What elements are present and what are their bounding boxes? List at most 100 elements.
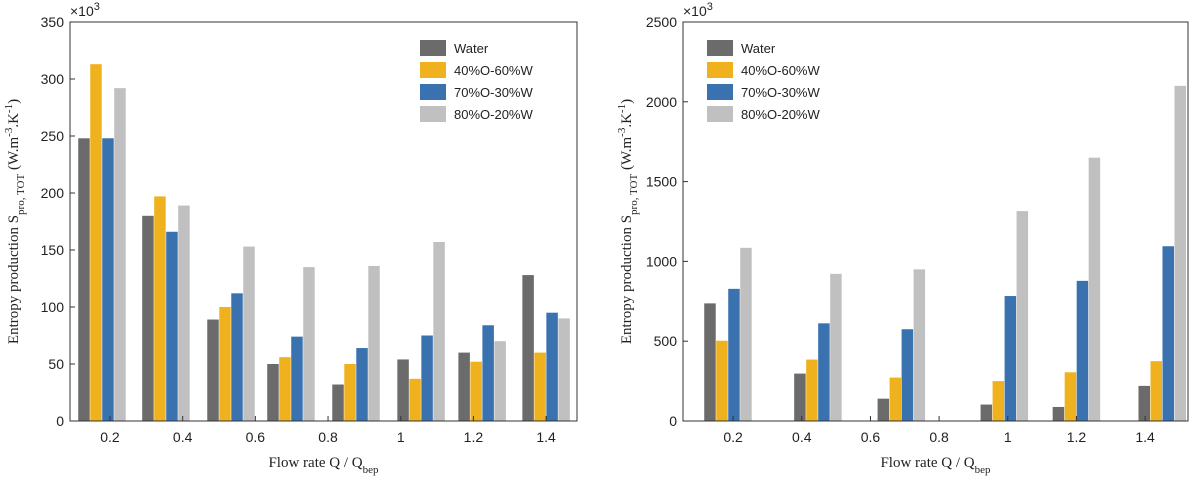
label-part: 3 (707, 1, 713, 13)
legend-swatch (420, 84, 446, 100)
legend-swatch (707, 106, 733, 122)
x-tick-label: 0.8 (929, 429, 949, 445)
chart: 0 50 100 150 200 250 300 350 0.2 0.4 0.6 0.8 1 1.2 1.4… (3, 1, 578, 476)
label-part: (W.m (619, 137, 635, 174)
bar (794, 373, 806, 421)
legend: Water 40%O-60%W 70%O-30%W 80%O-20%W (705, 38, 857, 130)
bar (818, 323, 830, 421)
bar (102, 138, 114, 421)
label-part: ) (6, 99, 22, 104)
bar (806, 359, 818, 421)
bar (291, 336, 303, 421)
label-part: bep (975, 464, 991, 476)
legend-label: 80%O-20%W (741, 107, 820, 122)
x-tick-label: 1.2 (1067, 429, 1087, 445)
bar (90, 64, 102, 422)
bar (877, 398, 890, 421)
x-tick-label: 0.8 (318, 429, 338, 445)
y-tick-label: 100 (41, 299, 65, 315)
x-tick-label: 0.4 (792, 429, 812, 445)
y-tick-label: 1000 (646, 253, 677, 269)
bar (166, 231, 178, 421)
x-axis-label: Flow rate Q / Qbep (880, 455, 991, 476)
y-axis-label: Entropy production Spro, TOT (W.m-3.K-1) (3, 99, 27, 344)
bar (114, 88, 126, 422)
bar (889, 377, 902, 421)
x-tick-label: 0.2 (100, 429, 120, 445)
legend: Water 40%O-60%W 70%O-30%W 80%O-20%W (418, 38, 570, 130)
bar (267, 364, 279, 421)
x-axis-label: Flow rate Q / Qbep (268, 455, 379, 476)
x-tick-label: 1 (397, 429, 405, 445)
label-part: -3 (616, 127, 628, 137)
label-part: (W.m (6, 137, 22, 174)
y-tick-label: 150 (41, 242, 65, 258)
legend-swatch (707, 84, 733, 100)
legend-swatch (420, 106, 446, 122)
bar (716, 340, 728, 421)
bar (154, 196, 166, 421)
legend-label: 70%O-30%W (454, 85, 533, 100)
label-part: -1 (616, 104, 628, 113)
label-part: .K (619, 113, 635, 128)
bar (458, 352, 470, 421)
bar (303, 267, 315, 421)
x-tick-label: 0.4 (173, 429, 193, 445)
bar (558, 318, 570, 421)
x-tick-label: 0.6 (246, 429, 266, 445)
y-tick-label: 0 (669, 413, 677, 429)
bar (356, 348, 368, 421)
legend-label: 80%O-20%W (454, 107, 533, 122)
y-tick-label: 250 (41, 128, 65, 144)
bar (368, 265, 380, 421)
bar (219, 307, 231, 421)
label-part: Flow rate Q / Q (268, 455, 362, 471)
plot-frame (682, 21, 1189, 422)
label-part: Entropy production S (6, 215, 22, 344)
bar (1162, 246, 1175, 421)
bar (332, 384, 344, 421)
label-part: ×10 (683, 3, 707, 19)
x-tick-label: 0.6 (861, 429, 881, 445)
label-part: Entropy production S (619, 215, 635, 344)
label-part: 3 (94, 1, 100, 13)
label-part: -1 (3, 104, 15, 113)
legend-label: Water (741, 41, 776, 56)
bar (901, 329, 914, 421)
bar (534, 352, 546, 421)
bar (522, 275, 534, 421)
bar (231, 293, 243, 421)
bar (1016, 211, 1029, 421)
bar (992, 381, 1005, 421)
bar (433, 242, 445, 421)
x-tick-label: 1.2 (464, 429, 484, 445)
y-tick-label: 50 (48, 356, 64, 372)
y-tick-label: 2000 (646, 94, 677, 110)
plot-frame (69, 21, 578, 422)
y-tick-label: 0 (56, 413, 64, 429)
bar (1088, 157, 1101, 421)
legend-swatch (420, 62, 446, 78)
bar (704, 303, 716, 421)
bar (279, 357, 291, 421)
axis-multiplier: ×103 (70, 1, 100, 19)
y-tick-label: 350 (41, 14, 65, 30)
bar (421, 335, 433, 421)
bar (728, 288, 740, 421)
chart: 0 500 1000 1500 2000 2500 0.2 0.4 0.6 0.8 1 1.2 1.4 ×… (616, 1, 1189, 476)
axis-multiplier: ×103 (683, 1, 713, 19)
label-part: ×10 (70, 3, 94, 19)
y-tick-label: 200 (41, 185, 65, 201)
x-tick-label: 1 (1004, 429, 1012, 445)
bar (740, 247, 752, 421)
legend-label: 70%O-30%W (741, 85, 820, 100)
legend-label: Water (454, 41, 489, 56)
label-part: -3 (3, 127, 15, 137)
bar (1174, 85, 1187, 421)
bar (546, 312, 558, 421)
legend-label: 40%O-60%W (741, 63, 820, 78)
bar (470, 361, 482, 421)
label-part: pro, TOT (628, 174, 640, 215)
bar (482, 325, 494, 421)
